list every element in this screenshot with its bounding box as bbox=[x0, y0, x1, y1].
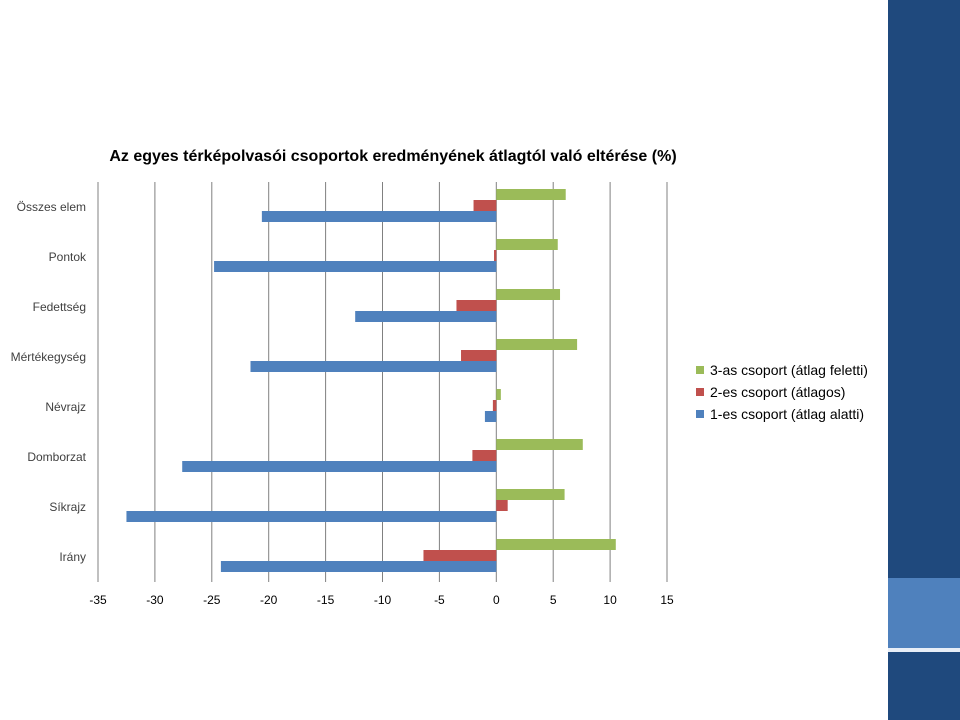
category-label: Névrajz bbox=[45, 400, 86, 414]
bar-sikrajz-series-3 bbox=[126, 511, 497, 522]
bar-fedettseg-series-2 bbox=[456, 300, 497, 311]
bar-sikrajz-series-1 bbox=[496, 489, 565, 500]
bar-mertekegyseg-series-3 bbox=[250, 361, 497, 372]
category-labels: Összes elem Pontok Fedettség Mértékegység Né… bbox=[11, 200, 87, 564]
bar-nevrajz-series-2 bbox=[492, 400, 497, 411]
bar-osszes-elem-series-3 bbox=[261, 211, 497, 222]
bar-pontok-series-1 bbox=[496, 239, 558, 250]
legend-label-3: 1-es csoport (átlag alatti) bbox=[710, 406, 864, 422]
category-label: Irány bbox=[59, 550, 86, 564]
bar-domborzat-series-2 bbox=[472, 450, 497, 461]
bars bbox=[126, 189, 616, 572]
category-label: Domborzat bbox=[27, 450, 86, 464]
bar-irany-series-1 bbox=[496, 539, 616, 550]
slide-accent-light-band bbox=[888, 578, 960, 648]
bar-fedettseg-series-1 bbox=[496, 289, 561, 300]
category-label: Összes elem bbox=[17, 200, 86, 214]
slide-white-area bbox=[0, 0, 888, 720]
chart-title: Az egyes térképolvasói csoportok eredmén… bbox=[109, 148, 676, 165]
bar-nevrajz-series-3 bbox=[484, 411, 497, 422]
bar-nevrajz-series-1 bbox=[496, 389, 501, 400]
legend-label-2: 2-es csoport (átlagos) bbox=[710, 384, 845, 400]
x-tick-label: -10 bbox=[374, 593, 392, 607]
category-label: Fedettség bbox=[33, 300, 86, 314]
x-tick-label: -15 bbox=[317, 593, 335, 607]
x-tick-label: -5 bbox=[434, 593, 445, 607]
x-tick-label: -30 bbox=[146, 593, 164, 607]
category-label: Síkrajz bbox=[49, 500, 86, 514]
legend-swatch-2 bbox=[696, 388, 704, 396]
x-tick-label: 0 bbox=[493, 593, 500, 607]
legend-swatch-1 bbox=[696, 366, 704, 374]
legend: 3-as csoport (átlag feletti) 2-es csoport… bbox=[696, 362, 868, 422]
x-tick-label: 15 bbox=[660, 593, 674, 607]
x-tick-label: -35 bbox=[89, 593, 107, 607]
bar-osszes-elem-series-1 bbox=[496, 189, 566, 200]
bar-domborzat-series-3 bbox=[182, 461, 497, 472]
x-tick-label: 10 bbox=[603, 593, 617, 607]
bar-domborzat-series-1 bbox=[496, 439, 583, 450]
bar-pontok-series-3 bbox=[214, 261, 497, 272]
category-label: Mértékegység bbox=[11, 350, 86, 364]
x-tick-label: 5 bbox=[550, 593, 557, 607]
x-tick-label: -25 bbox=[203, 593, 221, 607]
bar-sikrajz-series-2 bbox=[496, 500, 508, 511]
category-label: Pontok bbox=[49, 250, 87, 264]
x-tick-label: -20 bbox=[260, 593, 278, 607]
bar-mertekegyseg-series-2 bbox=[461, 350, 497, 361]
bar-fedettseg-series-3 bbox=[355, 311, 497, 322]
slide-accent-divider bbox=[888, 648, 960, 652]
bar-pontok-series-2 bbox=[494, 250, 497, 261]
x-axis-tick-labels: -35 -30 -25 -20 -15 -10 -5 0 5 10 15 bbox=[89, 593, 674, 607]
legend-label-1: 3-as csoport (átlag feletti) bbox=[710, 362, 868, 378]
bar-mertekegyseg-series-1 bbox=[496, 339, 578, 350]
bar-osszes-elem-series-2 bbox=[473, 200, 497, 211]
bar-irany-series-3 bbox=[220, 561, 497, 572]
bar-irany-series-2 bbox=[423, 550, 497, 561]
legend-swatch-3 bbox=[696, 410, 704, 418]
